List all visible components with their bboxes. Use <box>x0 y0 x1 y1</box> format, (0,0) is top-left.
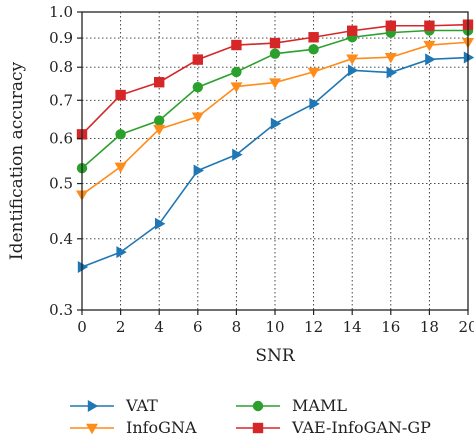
data-point <box>463 51 474 64</box>
legend: VAT MAML InfoGNA VAE-InfoGAN-GP <box>70 396 431 436</box>
x-tick-label: 0 <box>77 318 87 336</box>
data-point <box>308 44 319 55</box>
data-point <box>424 20 435 31</box>
x-tick-label: 12 <box>304 318 323 336</box>
x-axis: 0 2 4 6 8 10 12 14 16 18 20 <box>77 310 474 336</box>
data-point <box>116 246 127 259</box>
data-point <box>307 67 320 79</box>
data-point <box>346 54 359 65</box>
x-tick-label: 6 <box>193 318 203 336</box>
x-tick-label: 20 <box>458 318 474 336</box>
legend-marker <box>252 400 264 412</box>
x-tick-label: 18 <box>420 318 439 336</box>
x-tick-label: 8 <box>232 318 242 336</box>
data-point <box>155 217 166 230</box>
data-point <box>423 40 436 52</box>
y-axis-label: Identification accuracy <box>7 61 27 260</box>
data-point <box>308 32 319 43</box>
legend-label: MAML <box>292 396 347 415</box>
y-tick-label: 0.6 <box>49 129 73 147</box>
data-point <box>77 260 89 273</box>
y-tick-label: 1.0 <box>49 3 73 21</box>
data-point <box>192 81 203 93</box>
data-point <box>386 66 397 79</box>
x-axis-label: SNR <box>255 346 296 366</box>
data-point <box>230 82 243 93</box>
legend-marker <box>86 423 98 435</box>
series-0 <box>77 51 474 273</box>
data-point <box>154 115 165 126</box>
data-point <box>347 25 358 36</box>
data-point <box>115 129 126 140</box>
y-tick-label: 0.4 <box>49 230 73 248</box>
series-2 <box>76 38 474 201</box>
data-point <box>309 97 320 110</box>
data-point <box>192 54 203 65</box>
y-tick-label: 0.7 <box>49 91 73 109</box>
data-point <box>425 53 436 66</box>
y-tick-label: 0.8 <box>49 58 73 76</box>
data-point <box>269 48 281 59</box>
data-point <box>269 78 281 89</box>
data-point <box>114 162 127 174</box>
data-point <box>348 64 359 77</box>
data-point <box>154 77 165 88</box>
legend-marker <box>252 422 264 434</box>
legend-label: InfoGNA <box>126 418 197 436</box>
data-point <box>232 148 243 161</box>
legend-item: MAML <box>236 396 347 415</box>
legend-item: VAT <box>70 396 158 415</box>
data-point <box>384 53 397 64</box>
data-point <box>270 117 282 130</box>
y-tick-label: 0.5 <box>49 175 73 193</box>
series-layer <box>76 19 474 273</box>
x-tick-label: 14 <box>343 318 362 336</box>
legend-marker <box>87 400 99 412</box>
x-tick-label: 2 <box>116 318 126 336</box>
x-tick-label: 10 <box>265 318 284 336</box>
y-axis: 0.3 0.4 0.5 0.6 0.7 0.8 0.9 1.0 <box>49 3 82 319</box>
legend-label: VAE-InfoGAN-GP <box>291 418 431 436</box>
y-tick-label: 0.9 <box>49 29 73 47</box>
data-point <box>269 37 281 49</box>
data-point <box>193 164 204 177</box>
grid <box>82 12 468 310</box>
x-tick-label: 4 <box>154 318 164 336</box>
data-point <box>231 66 242 78</box>
x-tick-label: 16 <box>381 318 400 336</box>
data-point <box>385 20 396 31</box>
legend-item: InfoGNA <box>70 418 197 436</box>
y-tick-label: 0.3 <box>49 301 73 319</box>
data-point <box>115 89 126 101</box>
data-point <box>231 39 242 51</box>
data-point <box>153 124 166 136</box>
data-point <box>191 112 204 123</box>
legend-label: VAT <box>125 396 158 415</box>
legend-item: VAE-InfoGAN-GP <box>236 418 431 436</box>
